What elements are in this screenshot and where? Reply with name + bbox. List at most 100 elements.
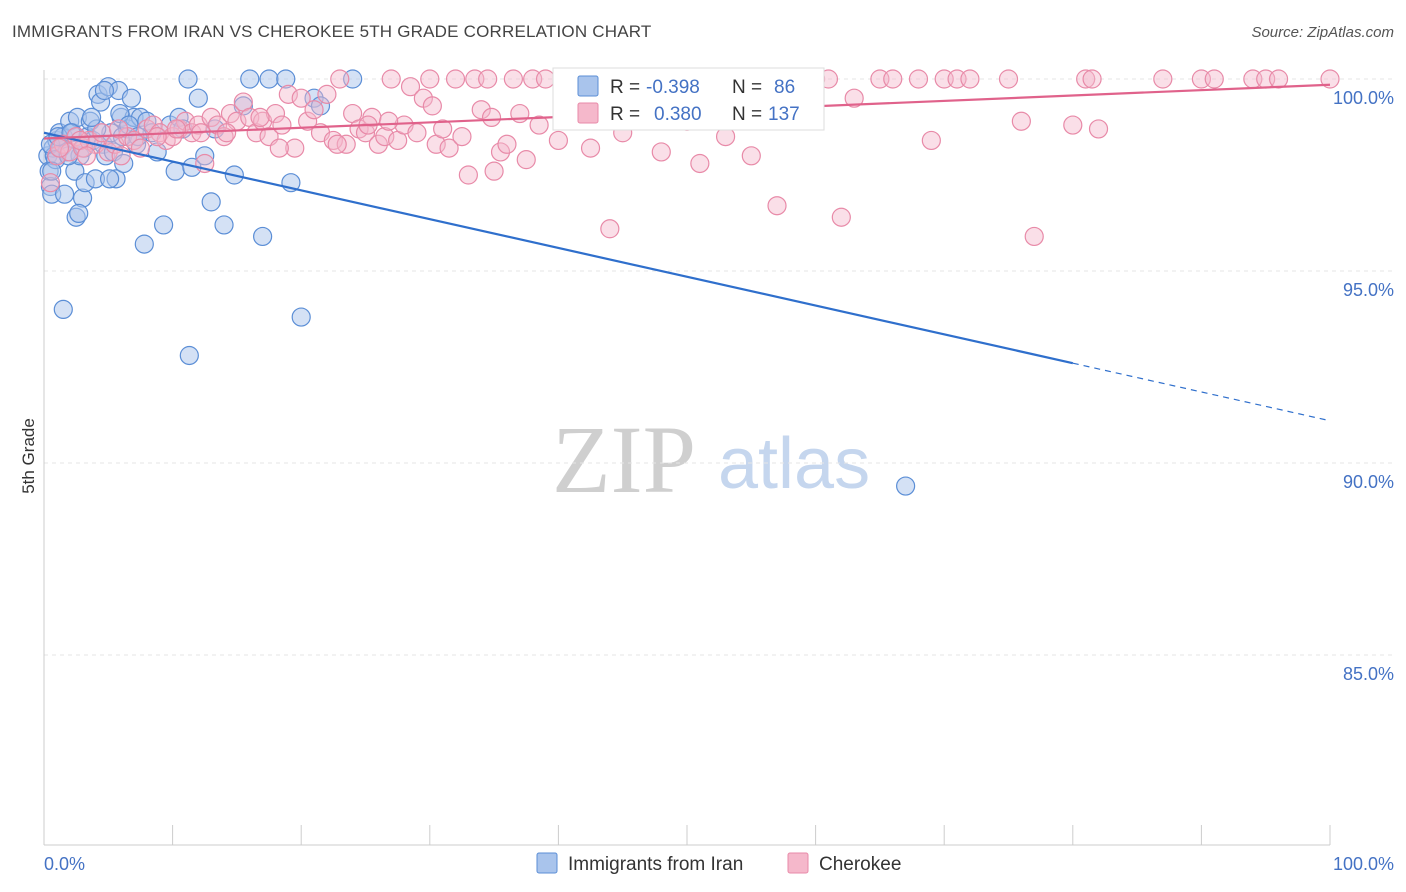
point-cherokee-43 [317, 84, 337, 104]
legend-swatch-iran [577, 75, 599, 97]
bottom-legend-swatch-cherokee [787, 852, 809, 874]
bottom-legend-label-iran: Immigrants from Iran [568, 854, 743, 875]
point-cherokee-57 [407, 123, 427, 143]
point-cherokee-78 [548, 130, 569, 151]
series-cherokee-points [40, 69, 1340, 247]
legend-n-value-iran: 86 [774, 77, 795, 98]
point-iran-63 [291, 307, 311, 327]
point-cherokee-113 [1088, 119, 1109, 139]
point-cherokee-45 [330, 69, 350, 89]
point-cherokee-52 [375, 127, 395, 147]
point-iran-60 [259, 69, 279, 89]
point-cherokee-74 [516, 150, 536, 170]
point-cherokee-28 [220, 103, 241, 124]
point-cherokee-56 [400, 77, 421, 97]
y-tick-label-0: 100.0% [1333, 88, 1394, 108]
point-iran-59 [253, 226, 273, 247]
x-ticks [43, 825, 1331, 845]
point-iran-69 [896, 476, 916, 496]
point-cherokee-32 [246, 123, 266, 143]
point-cherokee-37 [278, 84, 298, 104]
point-iran-67 [53, 299, 73, 319]
point-cherokee-93 [741, 146, 761, 166]
point-cherokee-68 [478, 69, 498, 89]
point-cherokee-139 [49, 138, 70, 158]
point-cherokee-98 [831, 207, 851, 227]
point-cherokee-65 [458, 165, 478, 185]
point-iran-58 [240, 69, 260, 89]
point-cherokee-89 [690, 153, 710, 174]
source-label: Source: ZipAtlas.com [1251, 24, 1394, 41]
y-tick-label-3: 85.0% [1343, 664, 1394, 684]
legend-swatch-cherokee [577, 102, 599, 124]
series-legend: Immigrants from Iran Cherokee [536, 852, 901, 875]
point-cherokee-76 [529, 115, 549, 135]
point-cherokee-0 [40, 173, 61, 193]
point-cherokee-35 [265, 103, 286, 124]
trend-lines [43, 83, 1331, 422]
point-cherokee-39 [291, 88, 311, 108]
series-iran-points [38, 69, 916, 496]
legend-r-label-iran: R = [610, 77, 640, 98]
point-cherokee-108 [1011, 111, 1031, 131]
x-tick-label-min: 0.0% [44, 854, 85, 874]
point-iran-34 [114, 153, 134, 174]
point-cherokee-130 [481, 107, 502, 128]
point-cherokee-107 [998, 69, 1019, 89]
point-cherokee-120 [1320, 69, 1340, 89]
point-cherokee-41 [304, 100, 324, 120]
point-cherokee-72 [503, 69, 523, 89]
point-cherokee-99 [844, 88, 864, 108]
point-cherokee-103 [921, 130, 941, 151]
point-cherokee-125 [108, 119, 129, 139]
point-cherokee-134 [327, 134, 347, 154]
point-iran-75 [99, 169, 120, 189]
point-cherokee-116 [1204, 69, 1224, 89]
chart-title: IMMIGRANTS FROM IRAN VS CHEROKEE 5TH GRA… [12, 22, 652, 41]
point-cherokee-67 [471, 100, 491, 120]
point-cherokee-101 [883, 69, 903, 89]
point-cherokee-137 [217, 123, 237, 143]
point-iran-79 [81, 107, 102, 128]
legend-n-label-iran: N = [732, 77, 762, 98]
point-cherokee-40 [298, 111, 318, 131]
point-iran-51 [188, 88, 208, 108]
point-cherokee-71 [497, 134, 517, 154]
point-cherokee-59 [420, 69, 440, 89]
point-cherokee-95 [767, 196, 787, 216]
watermark-atlas: atlas [718, 424, 870, 504]
legend-r-label-cherokee: R = [610, 104, 640, 125]
point-cherokee-129 [379, 111, 399, 131]
legend-n-value-cherokee: 137 [768, 104, 800, 125]
point-cherokee-69 [484, 161, 504, 181]
y-axis-label: 5th Grade [19, 418, 38, 494]
y-tick-label-2: 90.0% [1343, 472, 1394, 492]
point-iran-46 [165, 161, 185, 181]
point-cherokee-110 [1063, 115, 1083, 135]
point-cherokee-119 [1268, 69, 1289, 89]
stats-legend: R = -0.398 N = 86 R = 0.380 N = 137 [552, 67, 825, 131]
point-cherokee-127 [147, 127, 167, 147]
point-cherokee-132 [166, 119, 187, 139]
point-cherokee-133 [76, 146, 97, 166]
point-iran-52 [195, 146, 215, 166]
point-cherokee-112 [1082, 69, 1102, 89]
point-cherokee-114 [1153, 69, 1173, 89]
point-iran-44 [153, 215, 174, 235]
legend-n-label-cherokee: N = [732, 104, 762, 125]
point-cherokee-53 [381, 69, 401, 89]
point-cherokee-70 [490, 142, 511, 162]
point-cherokee-62 [439, 138, 459, 158]
point-cherokee-25 [201, 107, 221, 128]
point-iran-53 [201, 192, 221, 212]
point-iran-77 [69, 203, 89, 223]
point-cherokee-51 [368, 134, 388, 154]
point-cherokee-1 [47, 146, 67, 166]
point-iran-80 [94, 80, 115, 101]
y-tick-labels: 100.0% 95.0% 90.0% 85.0% [1333, 88, 1394, 684]
bottom-legend-swatch-iran [536, 852, 558, 874]
legend-r-value-cherokee: 0.380 [654, 104, 702, 125]
point-cherokee-131 [580, 138, 601, 158]
point-cherokee-61 [433, 119, 453, 139]
